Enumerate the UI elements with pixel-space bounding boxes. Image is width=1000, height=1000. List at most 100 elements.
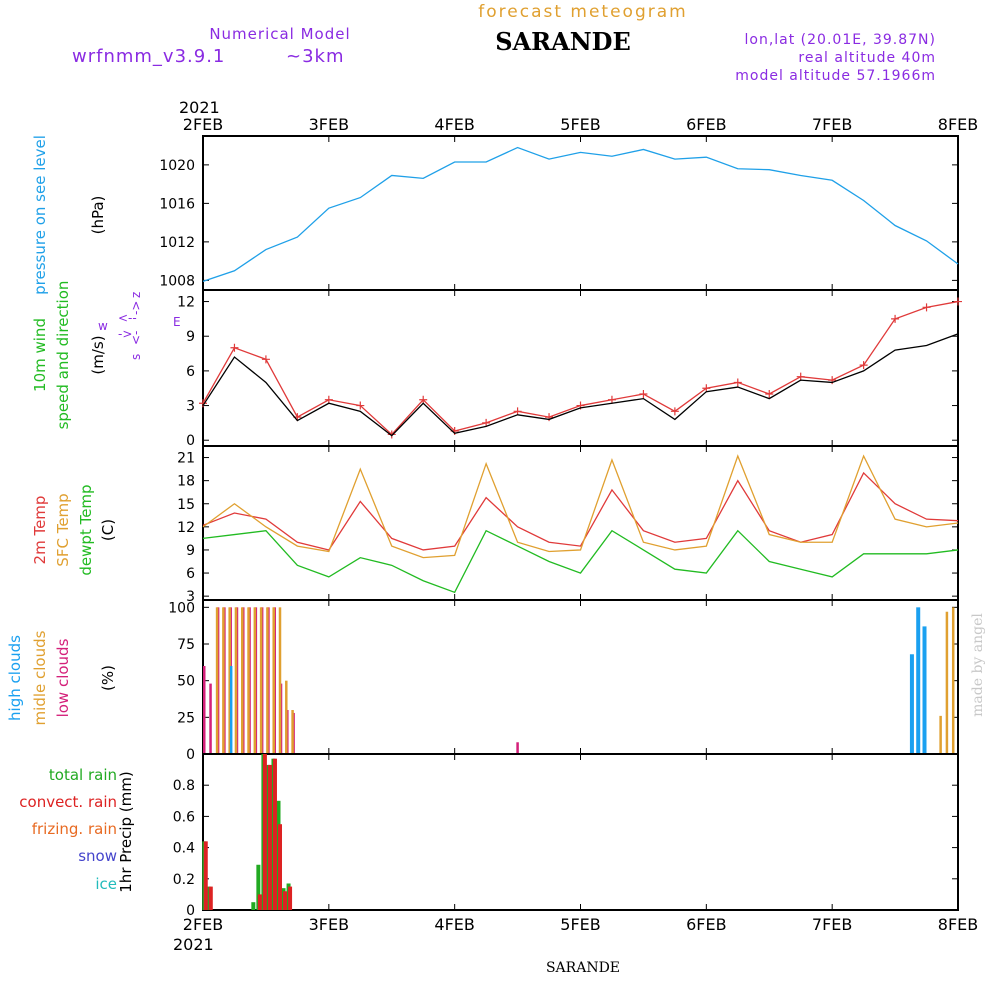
pressure-frame bbox=[202, 135, 959, 291]
top-x-label: 7FEB bbox=[812, 115, 852, 134]
precip-bar bbox=[257, 894, 262, 910]
bottom-x-label: 2FEB bbox=[183, 915, 223, 934]
cloud-mid-title: midle clouds bbox=[31, 630, 49, 725]
clouds-bar bbox=[247, 607, 250, 754]
y-tick-label: 18 bbox=[177, 474, 195, 490]
temp-2m-title: 2m Temp bbox=[31, 496, 49, 565]
y-tick-label: 6 bbox=[186, 566, 195, 582]
y-tick-label: 25 bbox=[177, 710, 195, 726]
clouds-bar bbox=[222, 607, 225, 754]
clouds-bar bbox=[922, 626, 927, 754]
gust-marker bbox=[261, 355, 270, 364]
bottom-x-label: 8FEB bbox=[938, 915, 978, 934]
y-tick-label: 50 bbox=[177, 674, 195, 690]
y-tick-label: 3 bbox=[186, 589, 195, 605]
top-x-labels: 2FEB 3FEB 4FEB 5FEB 6FEB 7FEB 8FEB bbox=[183, 115, 978, 134]
gust-marker bbox=[513, 407, 522, 416]
clouds-bar bbox=[916, 607, 921, 754]
gust-marker bbox=[199, 399, 207, 408]
y-tick-label: 0 bbox=[186, 747, 195, 763]
y-tick-label: 0.2 bbox=[173, 872, 195, 888]
clouds-bar bbox=[909, 654, 914, 754]
clouds-bar bbox=[945, 611, 949, 754]
temperature-series-line bbox=[202, 471, 959, 551]
panels: 1008 1012 1016 1020 0 3 6 9 12 3 6 9 12 15 18 21 0 25 50 75… bbox=[159, 135, 962, 919]
wind-title-1: 10m wind bbox=[31, 318, 49, 392]
clouds-bar bbox=[939, 715, 942, 754]
clouds-bar bbox=[241, 607, 244, 754]
bottom-x-labels: 2FEB 3FEB 4FEB 5FEB 6FEB 7FEB 8FEB bbox=[183, 915, 978, 934]
compass-label: -> bbox=[129, 301, 143, 315]
pressure-series-line bbox=[202, 146, 959, 282]
y-tick-label: 0.8 bbox=[173, 778, 195, 794]
precip-bar bbox=[278, 824, 282, 910]
gust-marker bbox=[733, 378, 742, 387]
gust-marker bbox=[356, 401, 365, 410]
y-tick-label: 21 bbox=[177, 451, 195, 467]
y-tick-label: 9 bbox=[186, 543, 195, 559]
y-tick-label: 0.4 bbox=[173, 841, 195, 857]
meteogram-title: forecast meteogram bbox=[478, 2, 687, 22]
y-tick-label: 0 bbox=[186, 903, 195, 919]
gust-marker bbox=[639, 390, 648, 398]
compass-label: w bbox=[98, 319, 108, 333]
pressure-title: pressure on see level bbox=[31, 135, 49, 295]
clouds-bar bbox=[234, 607, 238, 754]
y-tick-label: 1008 bbox=[159, 273, 195, 289]
bottom-x-label: 6FEB bbox=[686, 915, 726, 934]
precip-bar bbox=[208, 886, 213, 910]
precip-frame bbox=[202, 753, 959, 911]
temperature-panel: 3 6 9 12 15 18 21 bbox=[177, 445, 959, 605]
cloud-low-title: low clouds bbox=[54, 638, 72, 717]
wind-series-line bbox=[202, 300, 959, 436]
precip-legend-item: snow bbox=[78, 847, 117, 865]
precip-bar bbox=[283, 891, 288, 910]
precip-bar bbox=[288, 886, 293, 910]
temp-sfc-title: SFC Temp bbox=[54, 493, 72, 566]
model-altitude: model altitude 57.1966m bbox=[735, 68, 936, 84]
clouds-bar bbox=[209, 683, 212, 754]
y-tick-label: 75 bbox=[177, 637, 195, 653]
y-tick-label: 1012 bbox=[159, 235, 195, 251]
model-name: wrfnmm_v3.9.1 bbox=[72, 46, 225, 67]
clouds-bar bbox=[215, 607, 219, 754]
precip-bar bbox=[256, 864, 261, 910]
precip-legend-item: ice bbox=[95, 875, 117, 893]
gust-marker bbox=[670, 407, 679, 416]
y-axis-titles: pressure on see level (hPa) 10m wind speed … bbox=[6, 135, 181, 893]
top-x-label: 8FEB bbox=[938, 115, 978, 134]
pressure-panel: 1008 1012 1016 1020 bbox=[159, 135, 959, 291]
gust-marker bbox=[324, 395, 333, 404]
clouds-bar bbox=[516, 742, 519, 754]
clouds-frame bbox=[202, 599, 959, 755]
year-top: 2021 bbox=[179, 98, 220, 117]
model-label: Numerical Model bbox=[209, 25, 350, 43]
wind-unit: (m/s) bbox=[89, 335, 107, 374]
temperature-frame bbox=[202, 445, 959, 601]
y-tick-label: 1016 bbox=[159, 196, 195, 212]
temperature-series-line bbox=[202, 454, 959, 559]
clouds-bar bbox=[253, 607, 257, 754]
year-bottom: 2021 bbox=[173, 935, 214, 954]
gust-marker bbox=[859, 361, 868, 370]
temperature-series-line bbox=[202, 529, 959, 594]
bottom-x-label: 7FEB bbox=[812, 915, 852, 934]
bottom-x-label: 3FEB bbox=[309, 915, 349, 934]
top-x-label: 2FEB bbox=[183, 115, 223, 134]
gust-marker bbox=[891, 314, 900, 323]
top-x-label: 3FEB bbox=[309, 115, 349, 134]
gust-marker bbox=[702, 384, 711, 393]
clouds-bar bbox=[272, 607, 275, 754]
temp-dew-title: dewpt Temp bbox=[77, 484, 95, 575]
gust-marker bbox=[230, 343, 239, 352]
gust-marker bbox=[954, 297, 962, 306]
gust-marker bbox=[607, 395, 616, 404]
y-tick-label: 9 bbox=[186, 329, 195, 345]
cloud-high-title: high clouds bbox=[6, 635, 24, 721]
y-tick-label: 12 bbox=[177, 295, 195, 311]
gust-marker bbox=[482, 418, 491, 427]
y-tick-label: 100 bbox=[168, 600, 195, 616]
y-tick-label: 6 bbox=[186, 364, 195, 380]
clouds-bar bbox=[951, 607, 955, 754]
